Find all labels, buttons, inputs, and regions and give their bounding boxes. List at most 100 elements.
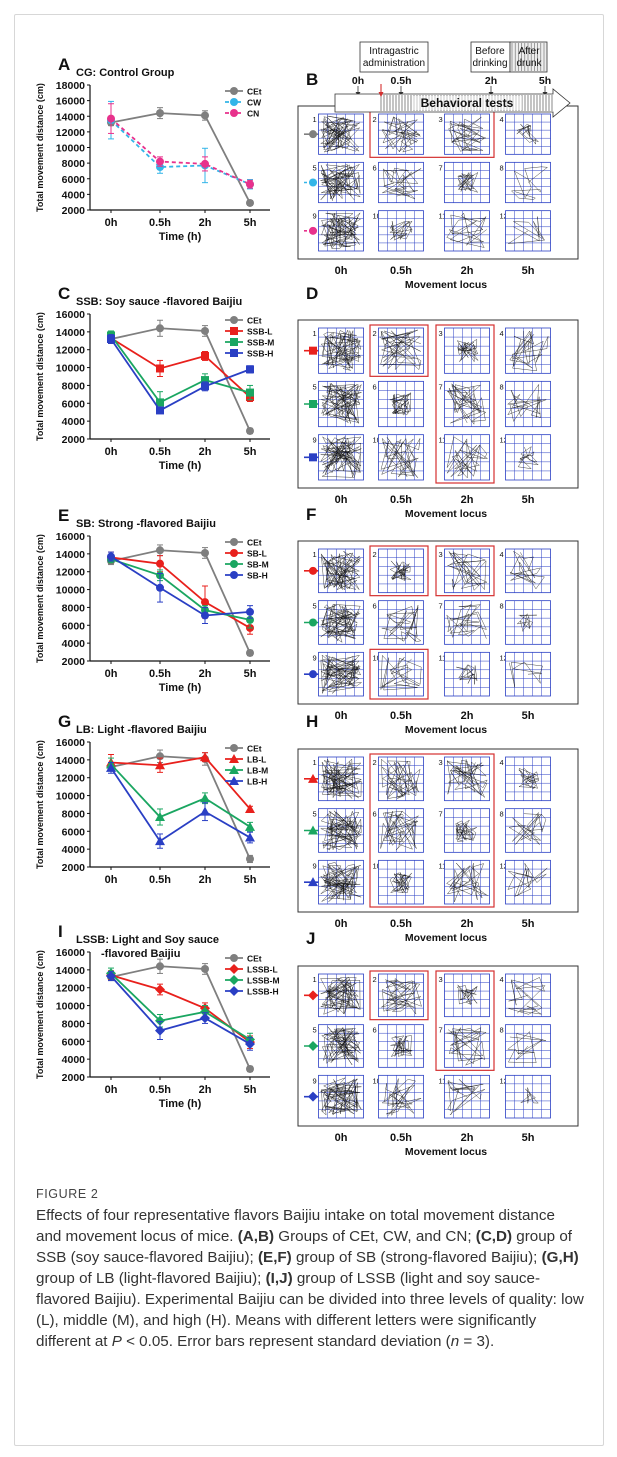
data-point (107, 335, 115, 343)
data-point (106, 762, 116, 772)
movement-trace (320, 550, 361, 591)
movement-trace (389, 220, 413, 241)
data-point (246, 198, 254, 207)
legend-label: SB-L (247, 549, 267, 559)
locus-col-label: 2h (461, 265, 474, 277)
y-tick-label: 8000 (62, 1018, 86, 1030)
y-tick-label: 6000 (62, 174, 86, 186)
cell-number: 7 (439, 382, 443, 391)
data-point (246, 854, 254, 863)
legend-label: LB-L (247, 755, 266, 765)
movement-trace (390, 1035, 413, 1058)
locus-col-label: 5h (522, 265, 535, 277)
movement-trace (382, 167, 422, 200)
movement-trace (320, 1077, 362, 1116)
x-axis-label: Time (h) (159, 460, 202, 472)
highlight-box (369, 970, 429, 1021)
locus-col-label: 5h (522, 918, 535, 930)
movement-trace (320, 862, 362, 902)
intragastric-box (359, 41, 429, 73)
panel-letter: D (306, 284, 318, 303)
legend-marker (230, 316, 238, 324)
movement-trace (381, 758, 421, 799)
row-marker (308, 1091, 318, 1102)
cell-number: 10 (373, 861, 381, 870)
cell-number: 2 (373, 115, 377, 124)
data-point (200, 752, 210, 762)
x-tick-label: 5h (244, 217, 257, 229)
data-point (245, 821, 255, 831)
y-tick-label: 16000 (56, 947, 85, 959)
cell-number: 2 (373, 758, 377, 767)
data-point (155, 1015, 165, 1026)
caption-text-2: Groups of CEt, CW, and CN; (274, 1228, 476, 1245)
movement-trace (321, 1026, 361, 1066)
locus-col-label: 0.5h (390, 265, 412, 277)
caption-text-8: = 3). (459, 1333, 495, 1350)
figure-label: FIGURE 2 (36, 1187, 99, 1201)
legend-marker (230, 87, 238, 95)
arena-cell (505, 113, 551, 155)
cell-number: 5 (313, 602, 317, 611)
caption-ref-cd: (C,D) (475, 1228, 513, 1245)
movement-trace (446, 212, 487, 248)
panel-title: SB: Strong -flavored Baijiu (76, 518, 216, 530)
cell-number: 6 (373, 1026, 377, 1035)
y-axis-label: Total movement distance (cm) (35, 83, 45, 212)
x-tick-label: 0h (105, 217, 118, 229)
row-marker (309, 453, 317, 462)
series-lb-h: LB-H (106, 762, 267, 849)
x-axis-label: Time (h) (159, 231, 202, 243)
caption-ref-ab: (A,B) (237, 1228, 275, 1245)
locus-col-label: 0.5h (390, 918, 412, 930)
cell-number: 8 (500, 163, 504, 172)
cell-number: 7 (439, 1026, 443, 1035)
legend-label: CN (247, 109, 259, 119)
legend-label: SSB-M (247, 338, 274, 348)
caption-text-5: group of LB (light-flavored Baijiu); (36, 1270, 266, 1287)
series-line (110, 763, 251, 828)
time-label: 2h (485, 75, 497, 87)
cell-number: 5 (313, 1026, 317, 1035)
cell-number: 11 (439, 212, 447, 221)
series-line (110, 555, 251, 617)
cell-number: 10 (373, 212, 381, 221)
x-tick-label: 0.5h (149, 446, 171, 458)
legend-marker (230, 954, 238, 962)
movement-trace (389, 560, 412, 581)
movement-trace (389, 872, 412, 894)
data-point (156, 406, 164, 415)
panel-letter: I (58, 922, 63, 941)
caption-text-7: < 0.05. Error bars represent standard de… (121, 1333, 451, 1350)
series-cn: CN (107, 103, 259, 189)
y-tick-label: 14000 (56, 327, 85, 339)
y-tick-label: 8000 (62, 158, 86, 170)
data-point (201, 351, 209, 360)
series-ssb-h: SSB-H (107, 334, 273, 415)
x-tick-label: 2h (199, 217, 212, 229)
y-tick-label: 4000 (62, 1054, 86, 1066)
panel-title: LSSB: Light and Soy sauce (76, 934, 219, 946)
panel-letter: B (306, 70, 318, 89)
legend-marker (230, 98, 238, 106)
legend-marker (230, 109, 238, 117)
movement-trace (510, 166, 548, 200)
panel-letter: C (58, 284, 70, 303)
arena-cell (378, 210, 424, 252)
cell-number: 9 (313, 653, 317, 662)
series-lb-l: LB-L (106, 752, 266, 813)
cell-number: 3 (439, 329, 443, 338)
data-point (200, 806, 210, 816)
cell-number: 2 (373, 550, 377, 559)
data-point (246, 607, 254, 616)
series-line (110, 337, 251, 398)
y-tick-label: 6000 (62, 398, 86, 410)
movement-trace (509, 330, 549, 372)
highlight-box (435, 970, 495, 1071)
legend-marker (229, 765, 239, 774)
y-tick-label: 2000 (62, 862, 86, 874)
panel-letter: F (306, 505, 316, 524)
series-cw: CW (107, 98, 262, 190)
data-point (246, 426, 254, 435)
